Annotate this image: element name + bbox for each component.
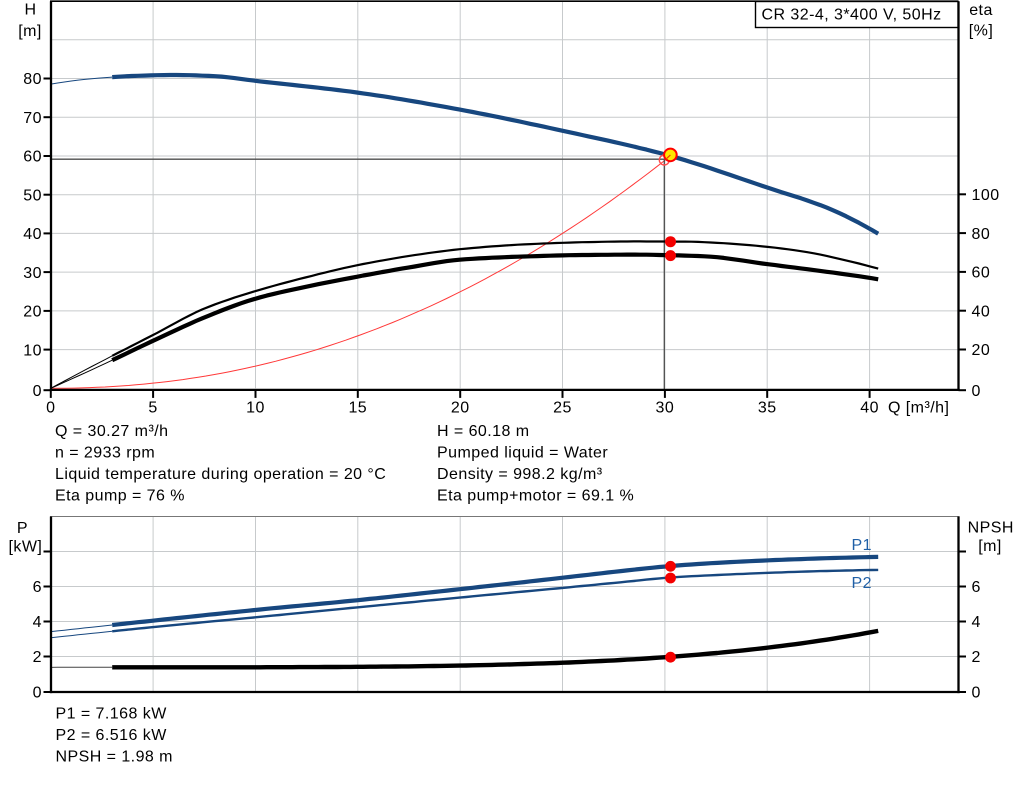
svg-text:40: 40 [860,399,879,416]
svg-text:20: 20 [23,304,42,321]
svg-text:80: 80 [23,71,42,88]
svg-text:H = 60.18 m: H = 60.18 m [437,423,530,440]
svg-text:2: 2 [972,649,981,666]
svg-text:P2 = 6.516 kW: P2 = 6.516 kW [56,727,168,744]
svg-text:Q = 30.27 m³/h: Q = 30.27 m³/h [55,423,168,440]
svg-text:30: 30 [23,265,42,282]
svg-text:P: P [17,520,28,537]
svg-text:25: 25 [553,399,572,416]
svg-text:40: 40 [972,303,991,320]
svg-text:n = 2933 rpm: n = 2933 rpm [55,445,155,462]
svg-text:20: 20 [451,399,470,416]
svg-text:0: 0 [33,685,42,702]
svg-text:40: 40 [23,226,42,243]
svg-text:6: 6 [972,579,981,596]
svg-text:60: 60 [972,265,991,282]
svg-text:30: 30 [656,399,675,416]
svg-text:10: 10 [23,342,42,359]
svg-text:50: 50 [23,187,42,204]
svg-text:Liquid temperature during oper: Liquid temperature during operation = 20… [55,466,386,483]
svg-text:H: H [24,2,36,19]
svg-text:CR 32-4, 3*400 V, 50Hz: CR 32-4, 3*400 V, 50Hz [762,6,942,23]
svg-text:5: 5 [148,399,157,416]
svg-text:P1 = 7.168 kW: P1 = 7.168 kW [56,706,168,723]
svg-text:[m]: [m] [978,538,1002,555]
svg-text:Eta pump+motor = 69.1 %: Eta pump+motor = 69.1 % [437,488,634,505]
svg-text:60: 60 [23,149,42,166]
svg-text:[kW]: [kW] [9,539,43,556]
svg-text:P1: P1 [852,537,872,554]
svg-text:Density = 998.2 kg/m³: Density = 998.2 kg/m³ [437,466,603,483]
svg-text:15: 15 [348,399,367,416]
svg-text:Eta pump = 76 %: Eta pump = 76 % [55,488,185,505]
svg-text:Pumped liquid = Water: Pumped liquid = Water [437,445,608,462]
svg-text:6: 6 [33,579,42,596]
svg-text:20: 20 [972,342,991,359]
svg-text:4: 4 [33,614,42,631]
svg-text:80: 80 [972,226,991,243]
svg-text:2: 2 [33,649,42,666]
svg-text:0: 0 [33,383,42,400]
svg-text:0: 0 [972,685,981,702]
svg-text:[m]: [m] [18,23,42,40]
svg-text:0: 0 [972,383,981,400]
svg-text:Q [m³/h]: Q [m³/h] [888,399,949,416]
svg-text:10: 10 [246,399,265,416]
svg-text:NPSH: NPSH [968,520,1014,537]
svg-text:35: 35 [758,399,777,416]
svg-text:[%]: [%] [969,22,993,39]
svg-text:100: 100 [972,187,1000,204]
svg-text:70: 70 [23,110,42,127]
svg-text:4: 4 [972,614,981,631]
svg-text:0: 0 [46,399,55,416]
svg-text:P2: P2 [852,575,872,592]
svg-text:eta: eta [969,2,993,19]
svg-text:NPSH = 1.98 m: NPSH = 1.98 m [56,749,173,766]
